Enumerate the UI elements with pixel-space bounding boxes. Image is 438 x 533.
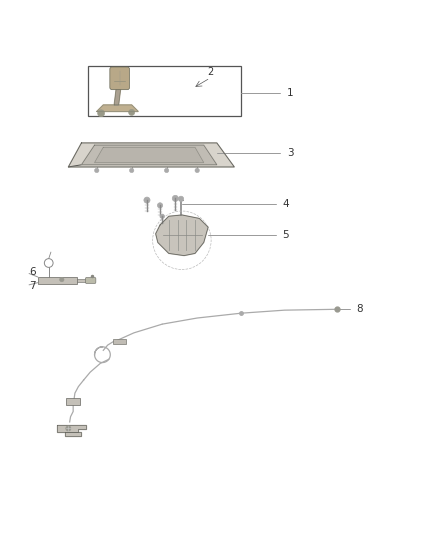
Circle shape [195,168,199,173]
Text: 7: 7 [29,281,36,290]
Bar [88,66,241,116]
Text: 2: 2 [207,67,213,77]
Polygon shape [68,143,234,167]
Circle shape [66,426,71,431]
Circle shape [164,168,169,173]
Circle shape [60,277,64,282]
Polygon shape [95,147,204,163]
Text: 6: 6 [29,266,36,277]
Polygon shape [65,432,81,436]
Text: 4: 4 [283,199,289,209]
FancyBboxPatch shape [110,67,130,90]
Circle shape [157,203,162,208]
Circle shape [129,109,135,116]
Bar [38,277,77,284]
Text: 1: 1 [287,88,293,98]
Circle shape [172,195,178,201]
Text: 8: 8 [357,304,363,314]
Text: 3: 3 [287,148,293,158]
Polygon shape [155,215,208,256]
Circle shape [178,196,184,201]
Circle shape [95,168,99,173]
Text: 5: 5 [283,230,289,240]
Bar [77,279,87,282]
Polygon shape [114,87,121,105]
FancyBboxPatch shape [85,277,96,284]
Circle shape [160,214,164,219]
Polygon shape [81,145,217,165]
Polygon shape [57,425,86,432]
Bar [113,340,127,344]
Polygon shape [97,105,138,111]
Circle shape [98,110,105,117]
Circle shape [144,197,150,203]
Bar [66,398,80,405]
Circle shape [130,168,134,173]
